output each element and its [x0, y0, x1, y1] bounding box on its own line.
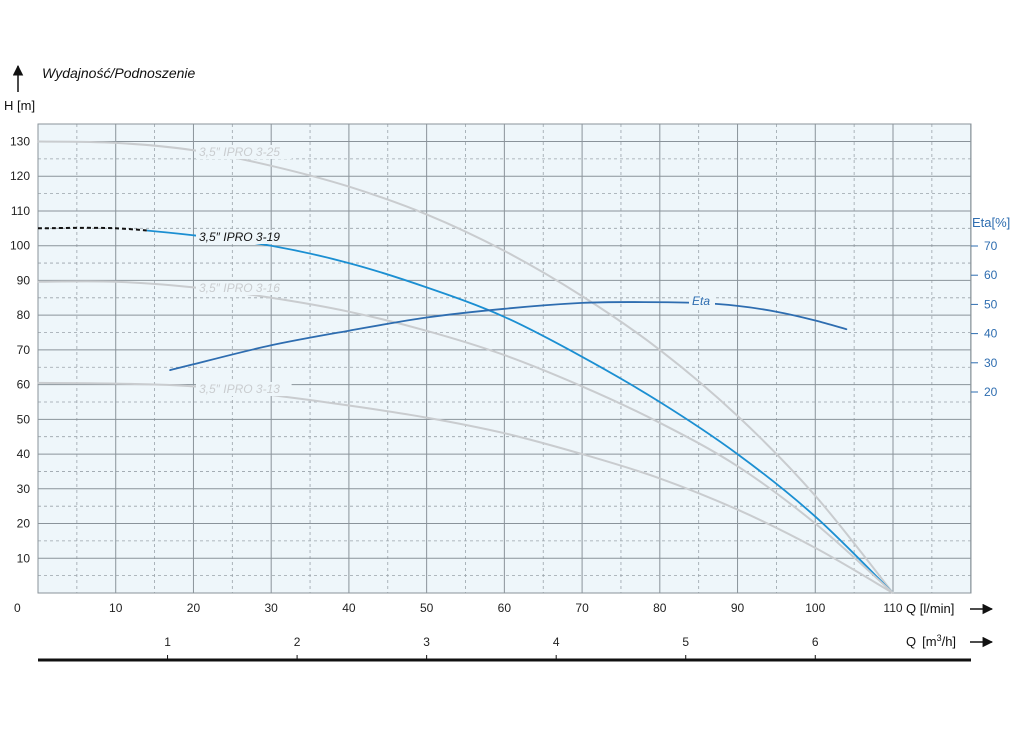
- y-axis-ticks: 10 20 30 40 50 60 70 80 90 100 110 120 130: [10, 135, 30, 566]
- x2-tick-label: 4: [553, 635, 560, 649]
- x-tick-label: 80: [653, 601, 667, 615]
- eta-tick-label: 20: [984, 385, 998, 399]
- series-label-bg: [196, 230, 292, 244]
- eta-tick-label: 50: [984, 297, 998, 311]
- series-label: 3,5″ IPRO 3-16: [199, 281, 280, 295]
- x-tick-label: 100: [805, 601, 825, 615]
- y-tick-label: 50: [17, 412, 31, 426]
- x2-tick-label: 3: [423, 635, 430, 649]
- y-tick-label: 70: [17, 343, 31, 357]
- minor-gridlines: [38, 123, 971, 593]
- x-tick-label: 20: [187, 601, 201, 615]
- eta-tick-label: 60: [984, 268, 998, 282]
- y-axis-label: H [m]: [4, 98, 35, 113]
- series-label-bg: [196, 281, 292, 295]
- y-tick-label: 90: [17, 273, 31, 287]
- x-tick-label: 60: [498, 601, 512, 615]
- secondary-x-axis-ticks: 1 2 3 4 5 6: [164, 635, 819, 660]
- eta-tick-label: 70: [984, 239, 998, 253]
- series-label-bg: [196, 145, 292, 159]
- series-labels: 3,5″ IPRO 3-25 3,5″ IPRO 3-19 3,5″ IPRO 3-…: [196, 145, 715, 396]
- secondary-x-axis-label: Q [m3/h]: [906, 633, 956, 649]
- x-axis-ticks: 0 10 20 30 40 50 60 70 80 90 100 110: [14, 601, 903, 615]
- series-layer: [37, 140, 894, 594]
- series-line-1: [146, 229, 894, 594]
- series-label-bg: [196, 382, 292, 396]
- series-label: 3,5″ IPRO 3-19: [199, 230, 280, 244]
- eta-tick-label: 30: [984, 356, 998, 370]
- x-tick-label: 0: [14, 601, 21, 615]
- y-tick-label: 100: [10, 239, 30, 253]
- eta-axis-ticks: 20 30 40 50 60 70: [971, 239, 998, 399]
- series-label: 3,5″ IPRO 3-13: [199, 382, 280, 396]
- y-tick-label: 80: [17, 308, 31, 322]
- y-tick-label: 40: [17, 447, 31, 461]
- x-tick-label: 30: [265, 601, 279, 615]
- series-line-0: [37, 140, 894, 594]
- x-tick-label: 90: [731, 601, 745, 615]
- x-tick-label: 50: [420, 601, 434, 615]
- x-tick-label: 70: [575, 601, 589, 615]
- series-label: 3,5″ IPRO 3-25: [199, 145, 280, 159]
- x-tick-label: 40: [342, 601, 356, 615]
- series-line-3: [37, 381, 894, 594]
- y-tick-label: 120: [10, 169, 30, 183]
- eta-axis-label: Eta[%]: [972, 215, 1010, 230]
- y-tick-label: 30: [17, 482, 31, 496]
- eta-tick-label: 40: [984, 327, 998, 341]
- y-tick-label: 60: [17, 378, 31, 392]
- series-label: Eta: [692, 294, 710, 308]
- series-label-bg: [689, 294, 715, 308]
- y-tick-label: 20: [17, 517, 31, 531]
- series-line-4: [169, 301, 848, 371]
- plot-frame: [37, 123, 972, 594]
- x2-tick-label: 5: [682, 635, 689, 649]
- series-line-2: [37, 280, 894, 594]
- y-tick-label: 110: [11, 204, 30, 218]
- x2-tick-label: 2: [294, 635, 301, 649]
- x-tick-label: 10: [109, 601, 123, 615]
- x-axis-label: Q [l/min]: [906, 601, 954, 616]
- x2-tick-label: 6: [812, 635, 819, 649]
- y-tick-label: 10: [17, 551, 31, 565]
- x2-tick-label: 1: [164, 635, 171, 649]
- y-tick-label: 130: [10, 135, 30, 149]
- x-tick-label: 110: [883, 601, 902, 615]
- chart-title: Wydajność/Podnoszenie: [42, 65, 196, 81]
